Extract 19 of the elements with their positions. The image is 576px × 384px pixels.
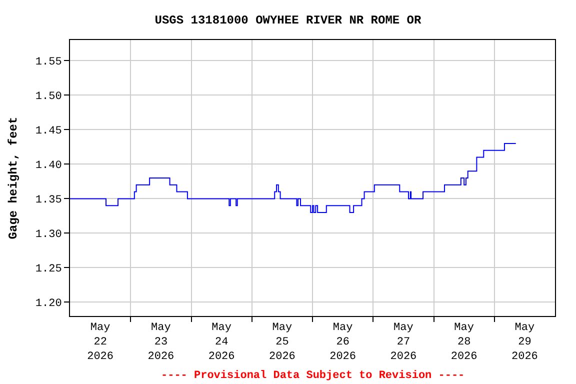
y-tick-label: 1.45 <box>35 126 62 138</box>
x-tick-label: May 29 2026 <box>511 322 538 363</box>
x-tick-label: May 27 2026 <box>390 322 417 363</box>
y-tick-label: 1.35 <box>35 194 62 207</box>
y-tick-label: 1.40 <box>35 160 62 172</box>
y-tick-label: 1.30 <box>35 229 62 242</box>
text: ---- Provisional Data Subject to Revision ---- <box>161 370 465 382</box>
x-tick-label: May 25 2026 <box>268 322 296 363</box>
x-tick-label: May 22 2026 <box>87 322 114 363</box>
y-tick-label: 1.50 <box>35 91 62 104</box>
x-tick-label: May 24 2026 <box>208 322 235 363</box>
chart-title: USGS 13181000 OWYHEE RIVER NR ROME OR <box>154 13 422 28</box>
x-tick-label: May 23 2026 <box>148 322 174 363</box>
y-tick-label: 1.55 <box>35 56 62 69</box>
x-tick-label: May 26 2026 <box>330 322 356 363</box>
y-axis-title: Gage height, feet <box>6 116 21 240</box>
y-tick-label: 1.25 <box>35 264 62 276</box>
y-tick-label: 1.20 <box>35 298 62 310</box>
x-tick-label: May 28 2026 <box>450 322 478 363</box>
